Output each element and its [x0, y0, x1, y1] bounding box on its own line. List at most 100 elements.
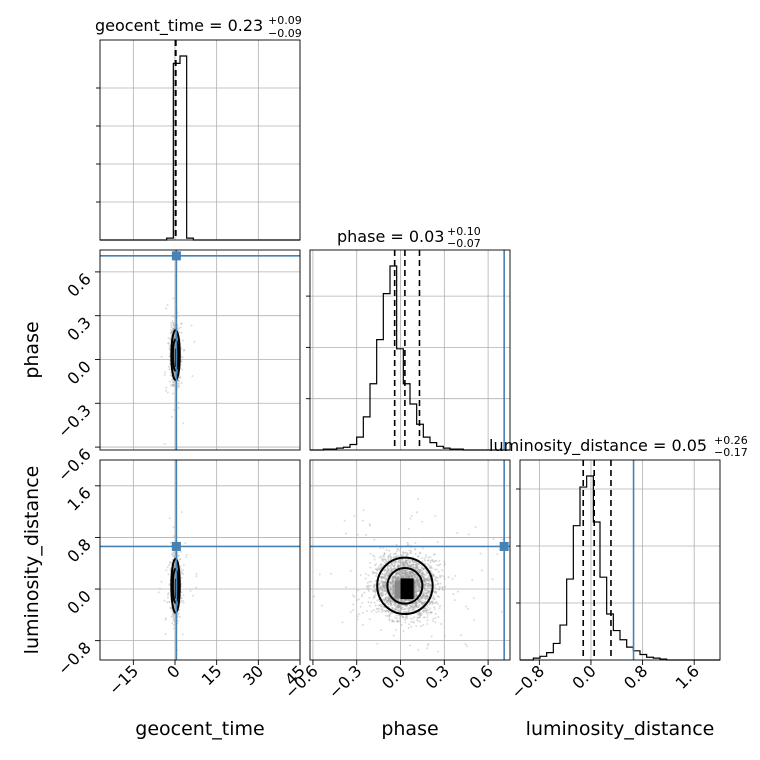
- sample-point: [193, 340, 196, 343]
- xlabel-phase: phase: [381, 718, 438, 740]
- sample-point: [405, 604, 408, 607]
- sample-point: [180, 360, 183, 363]
- sample-point: [422, 575, 425, 578]
- sample-point: [362, 509, 365, 512]
- sample-point: [423, 573, 426, 576]
- sample-point: [415, 561, 418, 564]
- sample-point: [387, 610, 390, 613]
- sample-point: [410, 576, 413, 579]
- sample-point: [456, 590, 459, 593]
- sample-point: [169, 328, 172, 331]
- sample-point: [392, 592, 395, 595]
- sample-point: [405, 573, 408, 576]
- sample-point: [371, 663, 373, 665]
- sample-point: [402, 562, 405, 565]
- sample-point: [415, 604, 418, 607]
- sample-point: [412, 572, 415, 575]
- sample-point: [403, 564, 406, 567]
- sample-point: [394, 552, 397, 555]
- scatter-panel-geocent_time-luminosity_distance: [99, 459, 301, 661]
- sample-point: [414, 560, 417, 563]
- sample-point: [433, 606, 436, 609]
- sample-point: [404, 561, 407, 564]
- sample-point: [407, 627, 410, 630]
- sample-point: [416, 601, 419, 604]
- sample-point: [386, 609, 389, 612]
- sample-point: [368, 580, 371, 583]
- sample-point: [385, 560, 388, 563]
- sample-point: [389, 556, 392, 559]
- sample-point: [420, 574, 423, 577]
- sample-point: [384, 586, 387, 589]
- sample-point: [178, 558, 181, 561]
- sample-point: [396, 576, 399, 579]
- sample-point: [388, 585, 391, 588]
- sample-point: [408, 571, 411, 574]
- sample-point: [391, 606, 394, 609]
- sample-point: [394, 555, 397, 558]
- sample-point: [419, 571, 422, 574]
- sample-point: [409, 607, 412, 610]
- sample-point: [375, 572, 378, 575]
- sample-point: [413, 572, 416, 575]
- sample-point: [408, 574, 411, 577]
- sample-point: [394, 607, 397, 610]
- sample-point: [398, 605, 401, 608]
- sample-point: [165, 569, 168, 572]
- sample-point: [391, 579, 394, 582]
- sample-point: [360, 595, 363, 598]
- sample-point: [424, 578, 427, 581]
- sample-point: [164, 633, 167, 636]
- sample-point: [419, 613, 422, 616]
- sample-point: [412, 575, 415, 578]
- sample-point: [398, 577, 401, 580]
- sample-point: [381, 583, 384, 586]
- sample-point: [365, 533, 368, 536]
- sample-point: [172, 327, 175, 330]
- sample-point: [382, 594, 385, 597]
- sample-point: [392, 580, 395, 583]
- sample-point: [410, 565, 413, 568]
- sample-point: [361, 601, 364, 604]
- x-tick-label-luminosity_distance: 0.8: [620, 661, 651, 692]
- sample-point: [180, 591, 183, 594]
- sample-point: [421, 602, 424, 605]
- sample-point: [394, 561, 397, 564]
- sample-point: [376, 569, 379, 572]
- sample-point: [374, 591, 377, 594]
- sample-point: [411, 559, 414, 562]
- sample-point: [415, 601, 418, 604]
- title-geocent-time: geocent_time = 0.23: [95, 16, 263, 36]
- sample-point: [391, 576, 394, 579]
- sample-point: [184, 542, 187, 545]
- sample-point: [419, 601, 422, 604]
- sample-point: [383, 581, 386, 584]
- sample-point: [392, 565, 395, 568]
- sample-point: [421, 610, 424, 613]
- sample-point: [491, 578, 494, 581]
- sample-point: [416, 584, 419, 587]
- sample-point: [190, 324, 193, 327]
- sample-point: [412, 609, 415, 612]
- sample-point: [411, 617, 414, 620]
- panel-frame: [99, 39, 301, 241]
- sample-point: [418, 600, 421, 603]
- sample-point: [412, 573, 415, 576]
- sample-point: [389, 600, 392, 603]
- sample-point: [422, 573, 425, 576]
- sample-point: [428, 603, 431, 606]
- title-ld-name: luminosity_distance: [489, 436, 648, 456]
- sample-point: [408, 570, 411, 573]
- sample-point: [373, 589, 376, 592]
- sample-point: [172, 381, 175, 384]
- sample-point: [379, 563, 382, 566]
- sample-point: [381, 558, 384, 561]
- sample-point: [424, 592, 427, 595]
- sample-point: [422, 568, 425, 571]
- sample-point: [397, 608, 400, 611]
- sample-point: [382, 609, 385, 612]
- sample-point: [170, 331, 173, 334]
- sample-point: [377, 567, 380, 570]
- sample-point: [411, 572, 414, 575]
- sample-point: [409, 560, 412, 563]
